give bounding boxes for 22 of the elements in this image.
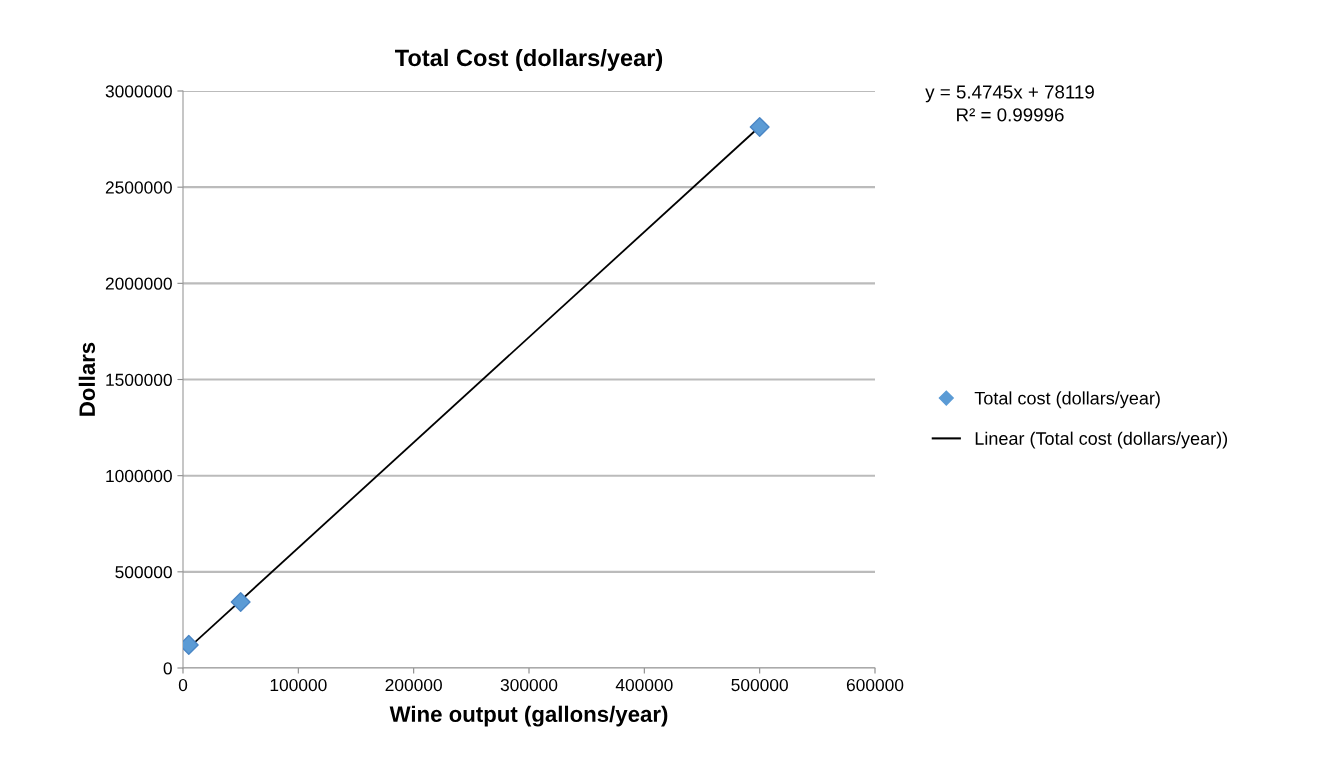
legend-label: Total cost (dollars/year): [974, 391, 1160, 409]
y-axis-title: Dollars: [78, 342, 96, 416]
x-tick-label: 300000: [500, 678, 558, 692]
y-tick-label: 1000000: [106, 469, 172, 483]
x-tick-label: 600000: [846, 678, 904, 692]
y-tick-label: 1500000: [106, 373, 172, 386]
legend-label: Linear (Total cost (dollars/year)): [975, 431, 1228, 449]
y-tick-label: 3000000: [105, 85, 172, 98]
y-tick-label: 2500000: [105, 181, 172, 194]
x-tick-label: 100000: [270, 678, 327, 692]
x-tick-label: 200000: [385, 678, 442, 692]
text: y = 5.4745x + 78119 R² = 0.99996: [925, 85, 1094, 122]
chart-title: Total Cost (dollars/year): [395, 48, 663, 71]
x-tick-label: 500000: [731, 678, 788, 692]
point: [230, 592, 251, 613]
x-axis-title: Wine output (gallons/year): [389, 705, 668, 727]
y-tick-label: 2000000: [105, 277, 172, 290]
y-tick-label: 500000: [115, 566, 172, 579]
x-tick-label: 400000: [615, 678, 673, 692]
y-tick-label: 0: [163, 662, 172, 675]
point: [749, 116, 770, 137]
x-tick-label: 0: [178, 678, 188, 692]
